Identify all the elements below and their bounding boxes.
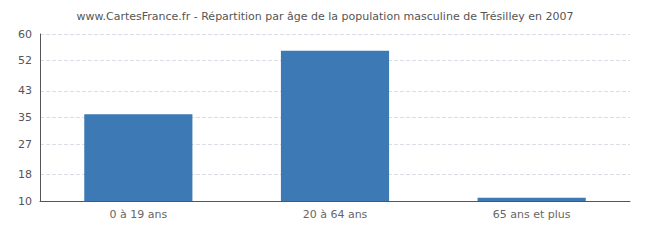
svg-text:www.CartesFrance.fr - Répartit: www.CartesFrance.fr - Répartition par âg… [77,10,574,23]
svg-text:52: 52 [18,54,32,67]
svg-text:65 ans et plus: 65 ans et plus [493,208,571,221]
svg-text:18: 18 [18,168,32,181]
svg-text:35: 35 [18,111,32,124]
svg-text:60: 60 [18,28,32,41]
svg-text:0 à 19 ans: 0 à 19 ans [109,208,167,221]
svg-text:27: 27 [18,138,32,151]
svg-text:43: 43 [18,84,32,97]
svg-text:20 à 64 ans: 20 à 64 ans [303,208,368,221]
svg-text:10: 10 [18,195,32,208]
